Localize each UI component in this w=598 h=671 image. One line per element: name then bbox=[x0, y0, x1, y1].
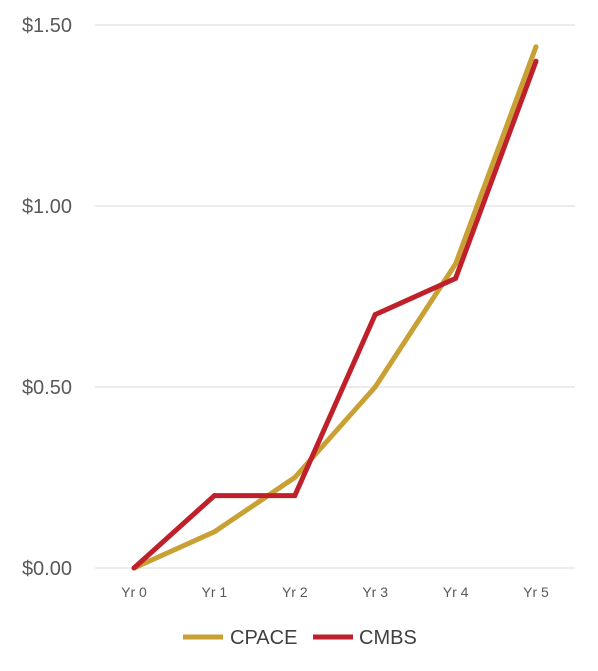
data-point bbox=[211, 529, 217, 535]
x-axis-tick-labels: Yr 0 Yr 1 Yr 2 Yr 3 Yr 4 Yr 5 bbox=[121, 584, 549, 600]
data-point bbox=[131, 565, 137, 571]
y-tick-label: $1.50 bbox=[22, 15, 72, 37]
series-cpace bbox=[131, 44, 539, 571]
data-point bbox=[211, 493, 217, 499]
y-tick-label: $1.00 bbox=[22, 196, 72, 218]
x-tick-label: Yr 1 bbox=[202, 584, 228, 600]
legend-item-cmbs: CMBS bbox=[313, 627, 417, 649]
x-tick-label: Yr 4 bbox=[443, 584, 469, 600]
series-lines bbox=[131, 44, 539, 571]
legend-item-cpace: CPACE bbox=[183, 627, 297, 649]
x-tick-label: Yr 0 bbox=[121, 584, 147, 600]
x-tick-label: Yr 2 bbox=[282, 584, 308, 600]
legend: CPACE CMBS bbox=[183, 627, 417, 649]
gridlines bbox=[95, 24, 575, 569]
data-point bbox=[453, 275, 459, 281]
series-cmbs bbox=[131, 58, 539, 571]
x-tick-label: Yr 3 bbox=[362, 584, 388, 600]
x-tick-label: Yr 5 bbox=[523, 584, 549, 600]
series-line bbox=[132, 60, 539, 570]
legend-label: CMBS bbox=[359, 627, 417, 649]
data-point bbox=[533, 44, 539, 50]
data-point bbox=[453, 261, 459, 267]
y-axis-tick-labels: $0.00 $0.50 $1.00 $1.50 bbox=[22, 15, 72, 580]
data-point bbox=[533, 58, 539, 64]
data-point bbox=[292, 475, 298, 480]
legend-label: CPACE bbox=[230, 627, 297, 649]
y-tick-label: $0.00 bbox=[22, 558, 72, 580]
data-point bbox=[292, 493, 298, 499]
y-tick-label: $0.50 bbox=[22, 377, 72, 399]
data-point bbox=[372, 384, 378, 390]
data-point bbox=[372, 312, 378, 318]
series-line bbox=[132, 45, 539, 571]
